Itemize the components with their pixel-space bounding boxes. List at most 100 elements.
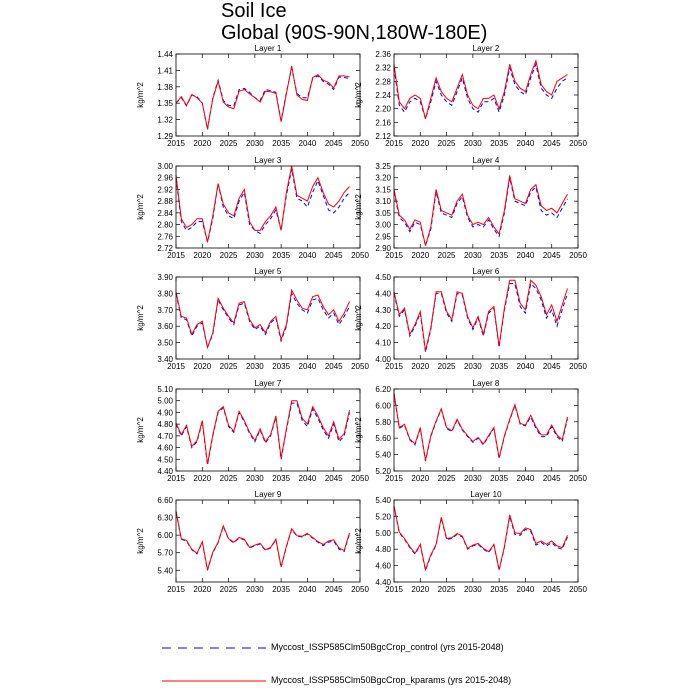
y-axis-label: kg/m^2 <box>136 528 145 554</box>
chart-panel: Layer 8 kg/m^2 2015 2020 2025 2030 2035 2040 204… <box>354 379 587 483</box>
x-tick-label: 2045 <box>543 139 561 148</box>
series-line-control <box>393 506 568 573</box>
plot-frame <box>393 388 579 472</box>
x-tick-label: 2015 <box>385 362 403 371</box>
x-tick-label: 2030 <box>246 585 264 594</box>
x-tick-label: 2020 <box>193 474 211 483</box>
chart-panel: Layer 4 kg/m^2 2015 2020 2025 2030 2035 2040 204… <box>354 156 587 260</box>
x-tick-label: 2045 <box>325 585 343 594</box>
x-tick-label: 2040 <box>299 362 317 371</box>
chart-title: Layer 8 <box>473 379 500 388</box>
y-tick-label: 2.95 <box>375 232 391 241</box>
y-tick-label: 3.10 <box>375 197 391 206</box>
y-axis-label: kg/m^2 <box>136 417 145 443</box>
chart-title: Layer 3 <box>255 156 282 165</box>
x-tick-label: 2020 <box>411 251 429 260</box>
series-line-kparams <box>175 165 350 243</box>
page-title: Soil Ice <box>221 0 287 22</box>
y-tick-label: 4.90 <box>157 408 173 417</box>
y-tick-label: 4.40 <box>157 467 173 476</box>
legend-control-swatch <box>162 647 266 649</box>
x-tick-label: 2050 <box>351 362 369 371</box>
series-line-control <box>393 282 568 353</box>
series-line-kparams <box>175 288 350 350</box>
x-tick-label: 2040 <box>517 251 535 260</box>
y-tick-label: 2.24 <box>375 91 391 100</box>
y-tick-label: 3.50 <box>157 339 173 348</box>
x-tick-label: 2025 <box>220 474 238 483</box>
x-tick-label: 2030 <box>464 474 482 483</box>
series-line-kparams <box>175 65 350 129</box>
x-tick-label: 2030 <box>246 139 264 148</box>
x-tick-label: 2035 <box>272 474 290 483</box>
y-tick-label: 2.80 <box>157 221 173 230</box>
x-tick-label: 2020 <box>193 251 211 260</box>
y-axis-label: kg/m^2 <box>136 82 145 108</box>
y-tick-label: 5.40 <box>375 496 391 505</box>
x-tick-label: 2045 <box>325 251 343 260</box>
y-axis-label: kg/m^2 <box>354 528 363 554</box>
x-tick-label: 2020 <box>193 139 211 148</box>
x-tick-label: 2045 <box>543 362 561 371</box>
y-axis-label: kg/m^2 <box>136 305 145 331</box>
y-tick-label: 4.50 <box>375 273 391 282</box>
x-tick-label: 2025 <box>220 362 238 371</box>
plot-frame <box>175 499 361 583</box>
x-tick-label: 2030 <box>464 251 482 260</box>
x-tick-label: 2035 <box>272 139 290 148</box>
chart-title: Layer 4 <box>473 156 500 165</box>
y-tick-label: 2.12 <box>375 132 391 141</box>
y-tick-label: 5.20 <box>375 512 391 521</box>
x-tick-label: 2030 <box>464 585 482 594</box>
x-tick-label: 2025 <box>220 585 238 594</box>
y-tick-label: 1.29 <box>157 132 173 141</box>
x-tick-label: 2035 <box>272 251 290 260</box>
x-tick-label: 2030 <box>246 251 264 260</box>
y-tick-label: 4.40 <box>375 289 391 298</box>
x-tick-label: 2030 <box>464 362 482 371</box>
plot-frame <box>175 53 361 137</box>
plot-frame <box>175 165 361 249</box>
chart-title: Layer 9 <box>255 490 282 499</box>
plot-frame <box>175 388 361 472</box>
x-tick-label: 2035 <box>272 585 290 594</box>
x-tick-label: 2020 <box>193 585 211 594</box>
plot-frame <box>393 499 579 583</box>
y-tick-label: 2.28 <box>375 77 391 86</box>
y-tick-label: 4.30 <box>375 306 391 315</box>
y-tick-label: 6.30 <box>157 514 173 523</box>
series-line-control <box>393 62 568 121</box>
x-tick-label: 2030 <box>246 362 264 371</box>
x-tick-label: 2015 <box>167 474 185 483</box>
y-tick-label: 2.16 <box>375 118 391 127</box>
x-tick-label: 2045 <box>543 585 561 594</box>
x-tick-label: 2025 <box>220 139 238 148</box>
y-tick-label: 4.80 <box>157 420 173 429</box>
y-tick-label: 3.15 <box>375 185 391 194</box>
chart-title: Layer 1 <box>255 44 282 53</box>
y-tick-label: 5.40 <box>157 566 173 575</box>
x-tick-label: 2040 <box>299 474 317 483</box>
legend-control-label: Myccost_ISSP585Clm50BgcCrop_control (yrs… <box>271 642 504 652</box>
x-tick-label: 2020 <box>411 139 429 148</box>
x-tick-label: 2030 <box>246 474 264 483</box>
series-line-kparams <box>393 393 568 461</box>
y-tick-label: 3.60 <box>157 322 173 331</box>
y-axis-label: kg/m^2 <box>136 194 145 220</box>
series-line-kparams <box>393 279 568 351</box>
chart-title: Layer 6 <box>473 267 500 276</box>
y-tick-label: 5.70 <box>157 549 173 558</box>
x-tick-label: 2015 <box>385 585 403 594</box>
y-tick-label: 6.60 <box>157 496 173 505</box>
chart-panel: Layer 5 kg/m^2 2015 2020 2025 2030 2035 2040 204… <box>136 267 369 371</box>
chart-panel: Layer 3 kg/m^2 2015 2020 2025 2030 2035 2040 204… <box>136 156 369 260</box>
x-tick-label: 2035 <box>490 474 508 483</box>
y-tick-label: 2.90 <box>375 244 391 253</box>
x-tick-label: 2050 <box>351 585 369 594</box>
y-tick-label: 4.50 <box>157 455 173 464</box>
x-tick-label: 2040 <box>517 474 535 483</box>
x-tick-label: 2025 <box>220 251 238 260</box>
x-tick-label: 2020 <box>411 474 429 483</box>
y-tick-label: 6.00 <box>157 531 173 540</box>
y-tick-label: 5.60 <box>375 434 391 443</box>
